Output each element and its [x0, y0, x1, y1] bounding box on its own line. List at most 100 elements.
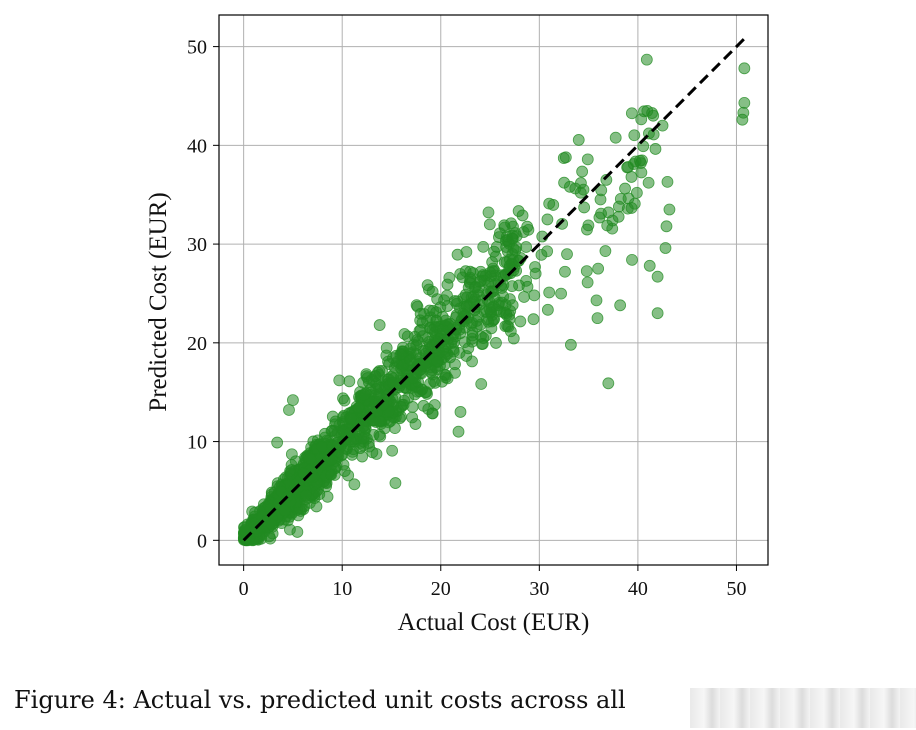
data-point [423, 283, 435, 296]
data-point [590, 294, 603, 307]
data-point [737, 106, 750, 119]
data-point [342, 469, 355, 482]
data-point [329, 415, 342, 428]
data-point [490, 337, 502, 349]
data-point [738, 96, 751, 109]
data-point [357, 420, 370, 433]
data-point [466, 332, 479, 345]
data-point [271, 436, 284, 449]
data-point [482, 206, 495, 219]
data-point [630, 186, 643, 199]
data-point [431, 355, 444, 368]
data-point [578, 201, 591, 214]
data-point [304, 452, 317, 465]
x-tick-label: 30 [529, 578, 549, 600]
data-point [357, 432, 369, 445]
data-point [541, 303, 554, 316]
data-point [659, 242, 672, 254]
data-point [363, 440, 376, 453]
data-point [564, 338, 577, 351]
data-point [310, 500, 323, 513]
data-point [404, 342, 417, 355]
data-point [602, 206, 615, 219]
data-point [599, 245, 612, 257]
data-point [484, 270, 497, 283]
data-point [581, 223, 593, 236]
data-point [441, 289, 453, 302]
data-point [426, 407, 439, 420]
data-point [600, 174, 613, 186]
data-point [475, 378, 488, 390]
redacted-caption-text [690, 688, 916, 728]
data-point [333, 374, 346, 387]
data-point [529, 267, 542, 280]
x-tick-label: 20 [431, 578, 451, 600]
data-point [406, 411, 419, 424]
data-point [315, 441, 328, 453]
figure-caption: Figure 4: Actual vs. predicted unit cost… [14, 686, 626, 714]
data-point [506, 299, 519, 312]
data-point [398, 394, 411, 407]
data-point [574, 186, 587, 199]
data-point [572, 134, 585, 146]
data-point [373, 319, 386, 331]
data-point [387, 376, 399, 389]
data-point [635, 113, 648, 126]
x-tick-label: 0 [239, 578, 249, 600]
data-point [628, 129, 641, 142]
x-tick-label: 50 [726, 578, 746, 600]
data-point [450, 311, 462, 324]
axis-ticks: 0 10 20 30 40 50 0 10 20 30 40 50 [187, 37, 746, 600]
data-point [494, 227, 506, 240]
data-point [649, 143, 662, 155]
data-point [362, 376, 375, 389]
data-point [483, 218, 496, 231]
data-point [265, 518, 278, 531]
data-point [352, 401, 365, 414]
plot-frame [218, 14, 769, 566]
y-tick-label: 40 [187, 135, 207, 157]
data-point [358, 388, 371, 401]
data-point [543, 197, 556, 210]
data-point [503, 313, 516, 325]
data-point [325, 453, 338, 466]
data-point [452, 425, 465, 438]
data-point [594, 193, 607, 206]
data-point [517, 226, 530, 238]
y-tick-label: 0 [197, 530, 207, 552]
data-point [283, 404, 295, 416]
data-point [278, 504, 291, 517]
data-point [380, 342, 393, 354]
data-point [373, 415, 386, 428]
data-point [626, 253, 638, 266]
data-point [614, 299, 627, 312]
data-point [454, 268, 467, 280]
data-point [454, 406, 467, 418]
data-point [541, 213, 554, 226]
data-point [619, 182, 631, 195]
x-tick-label: 40 [628, 578, 648, 600]
data-point [373, 428, 386, 441]
data-point [460, 300, 473, 313]
data-point [581, 276, 594, 289]
data-point [516, 209, 529, 222]
data-point [606, 222, 619, 235]
reference-line-y-equals-x [242, 37, 746, 542]
data-point [459, 321, 471, 334]
data-point [489, 250, 502, 263]
data-point [535, 248, 548, 261]
data-point [387, 352, 399, 365]
data-point [592, 262, 605, 275]
data-point [625, 107, 638, 120]
data-point [443, 271, 456, 284]
data-point [287, 394, 299, 406]
data-point [346, 448, 358, 461]
data-point [559, 265, 571, 278]
data-point [335, 449, 348, 462]
scatter-points [237, 53, 751, 547]
y-tick-label: 20 [187, 333, 207, 355]
data-point [460, 350, 473, 362]
x-axis-title: Actual Cost (EUR) [398, 609, 590, 636]
data-point [477, 240, 490, 253]
